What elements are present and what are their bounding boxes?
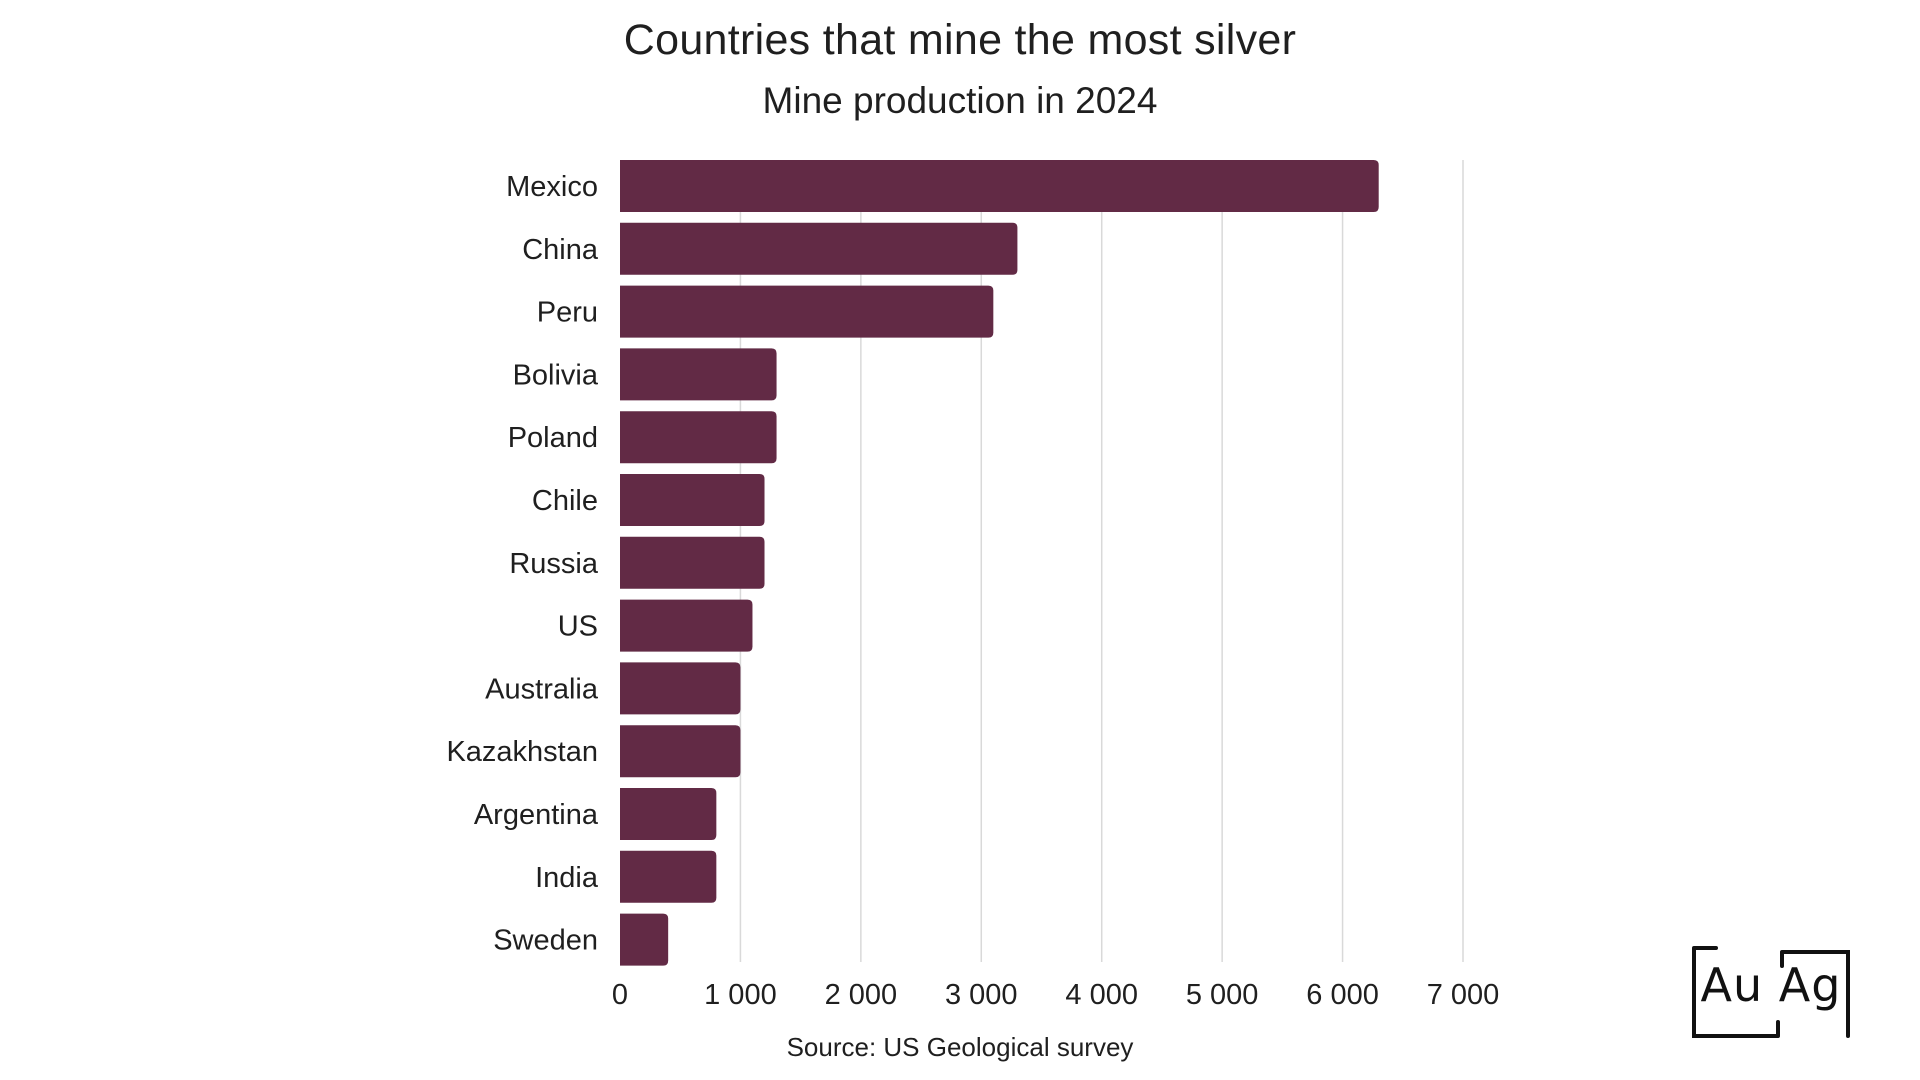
x-tick-label: 6 000 [1306, 979, 1379, 1011]
bar-us [620, 599, 753, 652]
category-label: Peru [537, 297, 598, 329]
logo-text: Au Ag [1700, 958, 1842, 1012]
x-tick-label: 3 000 [945, 979, 1018, 1011]
chart-title: Countries that mine the most silver [623, 16, 1297, 64]
bar-sweden [620, 913, 669, 966]
source-note: Source: US Geological survey [786, 1032, 1134, 1062]
bar-poland [620, 411, 777, 464]
logo-frame-icon [1692, 946, 1850, 1038]
chart-subtitle: Mine production in 2024 [762, 80, 1158, 121]
category-label: China [522, 234, 599, 266]
bar-india [620, 850, 717, 903]
bar-russia [620, 536, 765, 589]
category-label: US [558, 611, 598, 643]
x-tick-label: 7 000 [1427, 979, 1500, 1011]
bar-mexico [620, 160, 1379, 212]
x-tick-label: 1 000 [704, 979, 777, 1011]
x-tick-label: 2 000 [825, 979, 898, 1011]
category-label: India [535, 862, 599, 894]
x-tick-label: 4 000 [1065, 979, 1138, 1011]
grid-lines [739, 160, 1464, 962]
bar-argentina [620, 788, 717, 840]
bar-china [620, 222, 1018, 275]
bar-bolivia [620, 348, 777, 401]
category-label: Argentina [474, 799, 599, 831]
bar-australia [620, 662, 741, 715]
category-label: Australia [485, 673, 599, 705]
x-tick-labels: 0 1 000 2 000 3 000 4 000 5 000 6 000 7 000 [612, 979, 1499, 1011]
category-label: Mexico [506, 171, 598, 203]
category-label: Chile [532, 485, 598, 517]
category-label: Russia [509, 548, 599, 580]
category-label: Bolivia [513, 359, 599, 391]
category-label: Kazakhstan [446, 736, 598, 768]
category-labels: Mexico China Peru Bolivia Poland Chile Russia U… [446, 171, 598, 957]
bar-peru [620, 285, 994, 338]
category-label: Poland [508, 422, 598, 454]
x-tick-label: 5 000 [1186, 979, 1259, 1011]
x-tick-label: 0 [612, 979, 628, 1011]
bar-chile [620, 474, 765, 526]
category-label: Sweden [493, 925, 598, 957]
bars [620, 160, 1379, 966]
auag-logo: Au Ag [1688, 944, 1854, 1044]
bar-kazakhstan [620, 725, 741, 778]
